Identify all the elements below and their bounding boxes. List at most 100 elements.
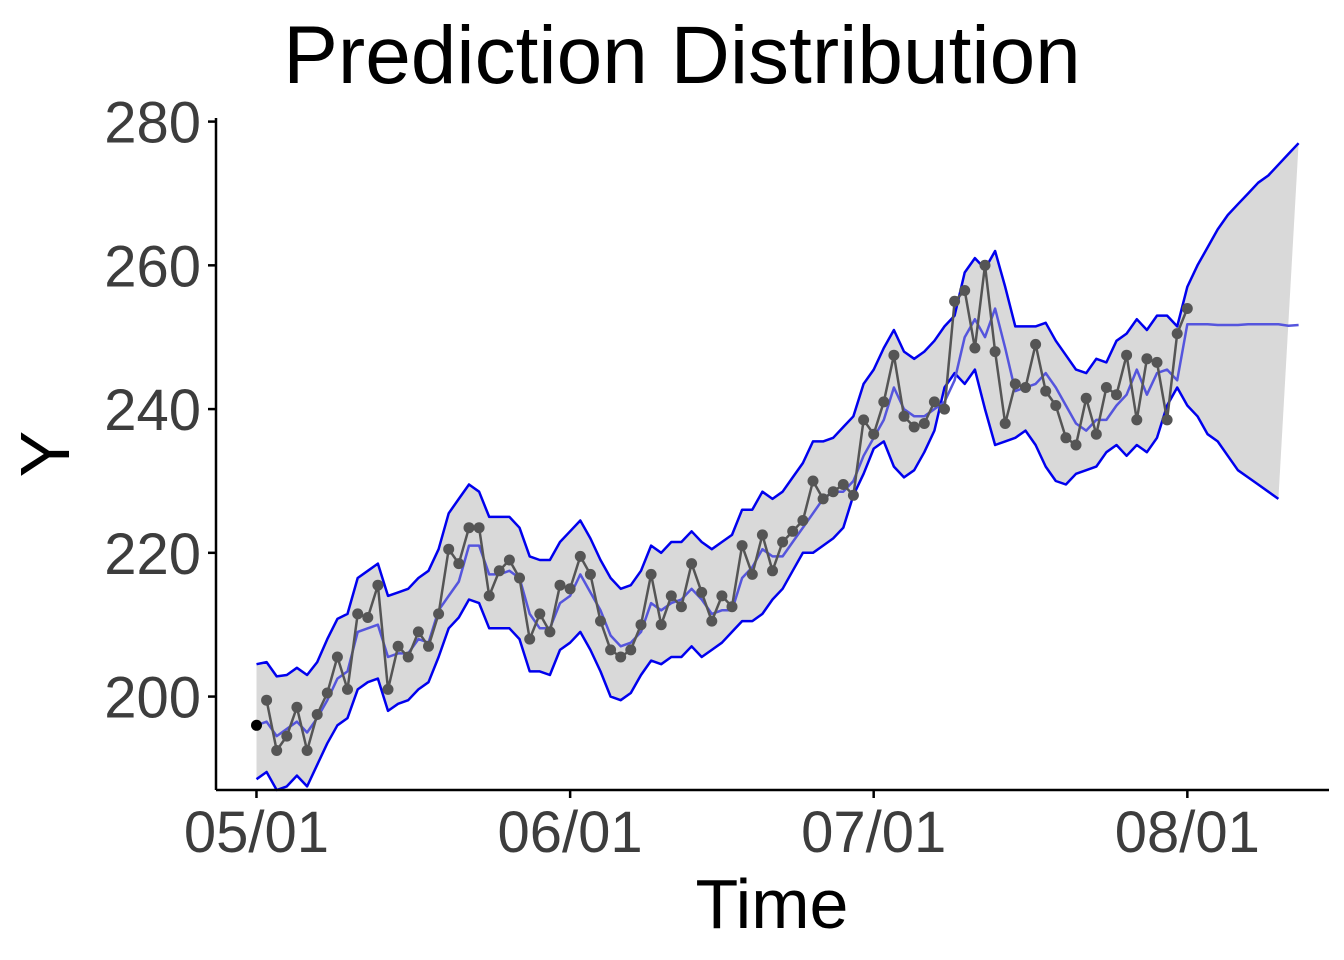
observed-point	[544, 626, 556, 638]
observed-point	[827, 486, 839, 498]
observed-point	[352, 608, 364, 620]
observed-point	[261, 694, 273, 706]
observed-point	[331, 651, 343, 663]
observed-point	[858, 414, 870, 426]
x-axis-title: Time	[696, 865, 849, 943]
observed-point	[595, 615, 606, 627]
observed-point	[928, 396, 940, 408]
observed-point	[878, 396, 890, 408]
y-axis-title: Y	[6, 431, 84, 478]
observed-point	[1009, 378, 1021, 390]
y-tick-label: 220	[104, 522, 201, 587]
observed-point	[321, 687, 333, 699]
axes: 200 220 240 260 280 05/01 06/01 07/01 08/01	[104, 91, 1329, 865]
observed-point	[675, 601, 687, 613]
observed-point	[908, 421, 920, 433]
observed-point	[888, 349, 900, 361]
observed-point	[271, 745, 283, 756]
initial-point	[251, 719, 262, 731]
y-tick-label: 260	[104, 234, 201, 299]
observed-point	[898, 410, 910, 422]
observed-point	[655, 619, 667, 631]
observed-point	[625, 644, 637, 656]
observed-point	[443, 543, 455, 555]
observed-point	[959, 285, 971, 296]
observed-point	[382, 683, 394, 695]
upper-bound-line	[256, 142, 1300, 678]
observed-point	[706, 615, 718, 627]
observed-point	[392, 640, 404, 652]
observed-point	[605, 644, 617, 656]
observed-point	[281, 730, 293, 742]
observed-point	[1100, 382, 1112, 393]
x-tick-label: 06/01	[498, 800, 643, 865]
observed-point	[999, 418, 1011, 429]
observed-point	[574, 550, 586, 562]
observed-point	[635, 619, 647, 631]
observed-point	[372, 579, 384, 591]
observed-point	[1050, 400, 1062, 411]
observed-point	[534, 608, 546, 620]
y-ticks: 200 220 240 260 280	[104, 91, 216, 731]
y-tick-label: 240	[104, 378, 201, 443]
observed-point	[918, 418, 930, 429]
observed-point	[716, 590, 728, 602]
x-tick-label: 05/01	[184, 800, 329, 865]
observed-point	[554, 579, 566, 591]
observed-point	[483, 590, 495, 602]
observed-point	[423, 640, 434, 652]
observed-point	[847, 489, 859, 501]
observed-point	[1090, 428, 1102, 440]
observed-point	[1121, 349, 1133, 361]
observed-point	[645, 568, 657, 580]
x-tick-label: 07/01	[801, 800, 946, 865]
observed-point	[503, 554, 515, 566]
observed-point	[1080, 392, 1092, 404]
observed-point	[969, 342, 981, 354]
observed-point	[1040, 385, 1052, 397]
observed-points	[261, 259, 1193, 756]
observed-point	[463, 522, 475, 534]
observed-point	[777, 536, 789, 548]
observed-point	[1020, 382, 1031, 393]
observed-point	[493, 565, 505, 577]
observed-point	[736, 540, 748, 552]
observed-point	[767, 565, 778, 577]
observed-point	[939, 403, 950, 415]
observed-point	[301, 745, 313, 756]
observed-point	[1171, 328, 1183, 340]
observed-point	[746, 568, 758, 580]
observed-point	[584, 568, 596, 580]
observed-point	[402, 651, 414, 663]
observed-point	[1141, 353, 1153, 365]
observed-point	[949, 295, 961, 307]
observed-point	[291, 701, 303, 713]
observed-point	[665, 590, 677, 602]
observed-point	[797, 515, 809, 526]
observed-point	[1111, 389, 1122, 401]
observed-point	[686, 558, 698, 570]
observed-point	[342, 683, 353, 695]
observed-point	[807, 475, 819, 487]
observed-point	[433, 608, 445, 620]
y-tick-label: 200	[104, 666, 201, 731]
observed-point	[311, 709, 323, 720]
observed-point	[453, 558, 465, 570]
observed-point	[514, 572, 525, 584]
observed-point	[412, 626, 424, 638]
x-tick-label: 08/01	[1115, 800, 1260, 865]
observed-point	[1060, 432, 1072, 444]
observed-point	[979, 259, 991, 271]
lower-bound-line	[255, 368, 1280, 792]
observed-point	[837, 479, 849, 490]
x-ticks: 05/01 06/01 07/01 08/01	[184, 790, 1260, 865]
plot-area	[251, 142, 1300, 792]
observed-point	[524, 633, 536, 645]
observed-point	[1070, 439, 1082, 451]
observed-point	[1181, 303, 1193, 314]
observed-point	[1151, 356, 1163, 368]
observed-point	[787, 525, 799, 537]
chart-title: Prediction Distribution	[283, 10, 1081, 101]
observed-point	[1131, 414, 1143, 426]
